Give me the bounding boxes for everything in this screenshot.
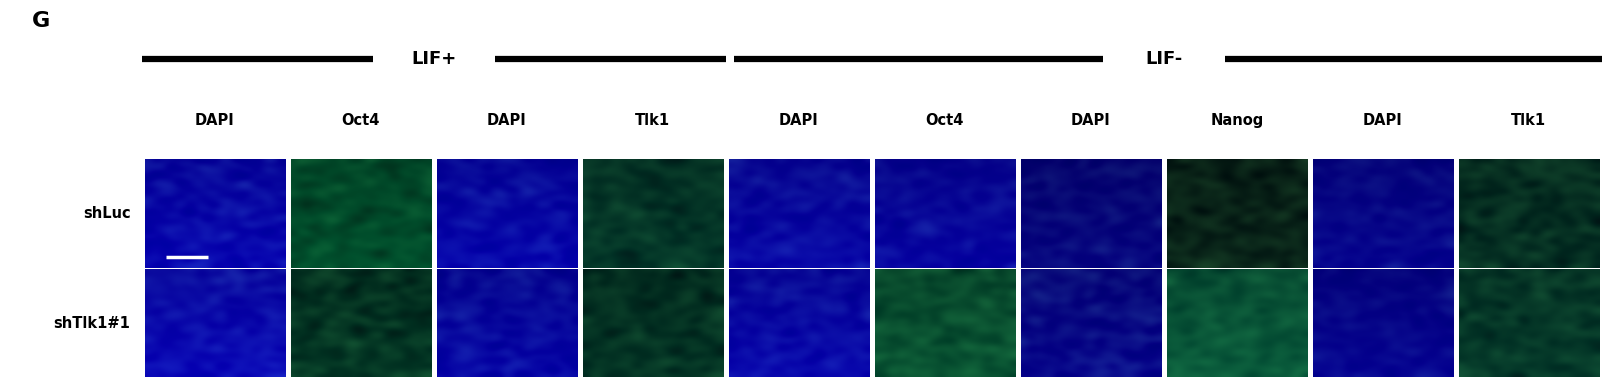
Text: DAPI: DAPI (486, 113, 526, 128)
Text: DAPI: DAPI (1364, 113, 1402, 128)
Text: LIF+: LIF+ (411, 50, 456, 68)
Text: Oct4: Oct4 (926, 113, 964, 128)
Text: Nanog: Nanog (1211, 113, 1264, 128)
Text: Tlk1: Tlk1 (636, 113, 670, 128)
Text: shLuc: shLuc (82, 206, 130, 221)
Text: LIF-: LIF- (1145, 50, 1182, 68)
Text: shTlk1#1: shTlk1#1 (53, 316, 130, 331)
Text: Tlk1: Tlk1 (1512, 113, 1547, 128)
Text: Oct4: Oct4 (341, 113, 380, 128)
Text: DAPI: DAPI (1071, 113, 1111, 128)
Text: G: G (32, 11, 50, 31)
Text: DAPI: DAPI (195, 113, 235, 128)
Text: DAPI: DAPI (779, 113, 818, 128)
